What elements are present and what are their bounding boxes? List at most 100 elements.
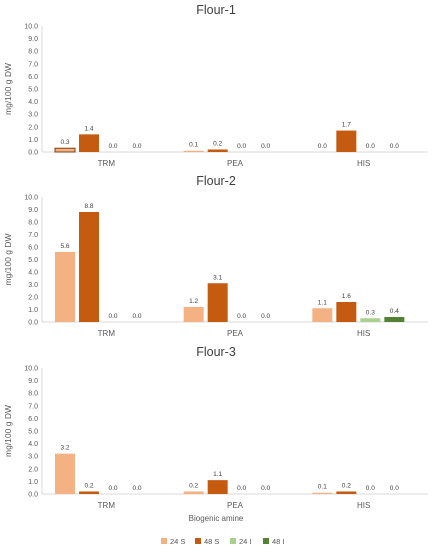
x-tick-label: PEA <box>227 159 244 168</box>
data-label: 0.0 <box>237 313 246 320</box>
chart-title: Flour-1 <box>196 3 236 17</box>
data-label: 0.0 <box>237 485 246 492</box>
data-label: 1.2 <box>189 298 198 305</box>
bar <box>55 252 75 322</box>
legend-swatch <box>263 538 269 544</box>
y-tick-label: 8.0 <box>28 49 38 56</box>
x-tick-label: PEA <box>227 501 244 510</box>
bar <box>183 150 204 152</box>
y-tick-label: 7.0 <box>28 232 38 239</box>
data-label: 0.0 <box>132 485 141 492</box>
data-label: 0.3 <box>366 309 375 316</box>
data-label: 1.4 <box>84 125 93 132</box>
bar <box>183 491 204 494</box>
y-tick-label: 4.0 <box>28 441 38 448</box>
y-tick-label: 1.0 <box>28 307 38 314</box>
legend-swatch <box>195 538 201 544</box>
data-label: 0.0 <box>132 313 141 320</box>
data-label: 0.0 <box>366 143 375 150</box>
data-label: 0.0 <box>261 313 270 320</box>
y-tick-label: 8.0 <box>28 391 38 398</box>
data-label: 0.0 <box>132 143 141 150</box>
x-tick-label: HIS <box>357 159 370 168</box>
data-label: 0.0 <box>108 313 117 320</box>
y-tick-label: 9.0 <box>28 207 38 214</box>
data-label: 0.0 <box>261 143 270 150</box>
y-tick-label: 3.0 <box>28 112 38 119</box>
bar <box>54 147 76 153</box>
x-tick-label: HIS <box>357 501 370 510</box>
y-tick-label: 5.0 <box>28 257 38 264</box>
y-tick-label: 10.0 <box>24 24 38 31</box>
data-label: 0.0 <box>390 485 399 492</box>
data-label: 0.1 <box>189 142 198 149</box>
y-tick-label: 2.0 <box>28 466 38 473</box>
data-label: 3.2 <box>60 445 69 452</box>
bar <box>336 130 357 152</box>
data-label: 1.6 <box>342 293 351 300</box>
bar <box>183 307 204 322</box>
bar <box>336 491 357 494</box>
y-tick-label: 10.0 <box>24 195 38 202</box>
legend-item: 48 S <box>204 537 219 546</box>
chart-title: Flour-3 <box>196 345 236 359</box>
bar <box>384 317 405 322</box>
y-tick-label: 2.0 <box>28 295 38 302</box>
data-label: 0.4 <box>390 308 399 315</box>
y-tick-label: 9.0 <box>28 36 38 43</box>
data-label: 3.1 <box>213 274 222 281</box>
x-tick-label: TRM <box>98 329 116 338</box>
bar <box>312 308 333 322</box>
chart-title: Flour-2 <box>196 174 236 188</box>
legend-swatch <box>161 538 167 544</box>
x-tick-label: TRM <box>98 159 116 168</box>
x-axis-label: Biogenic amine <box>189 514 244 523</box>
x-tick-label: TRM <box>98 501 116 510</box>
y-tick-label: 4.0 <box>28 99 38 106</box>
y-tick-label: 10.0 <box>24 366 38 373</box>
y-tick-label: 8.0 <box>28 220 38 227</box>
data-label: 1.7 <box>342 122 351 129</box>
y-tick-label: 1.0 <box>28 137 38 144</box>
y-tick-label: 0.0 <box>28 320 38 327</box>
bar <box>79 212 99 322</box>
data-label: 0.2 <box>342 482 351 489</box>
bar <box>207 149 228 152</box>
y-tick-label: 7.0 <box>28 61 38 68</box>
y-tick-label: 7.0 <box>28 403 38 410</box>
legend-swatch <box>230 538 236 544</box>
data-label: 0.2 <box>213 140 222 147</box>
bar <box>79 491 99 494</box>
x-tick-label: PEA <box>227 329 244 338</box>
y-tick-label: 6.0 <box>28 416 38 423</box>
data-label: 0.0 <box>108 143 117 150</box>
y-tick-label: 0.0 <box>28 150 38 157</box>
bar <box>207 283 228 322</box>
bar <box>207 480 228 494</box>
legend-item: 24 I <box>239 537 252 546</box>
data-label: 0.2 <box>189 482 198 489</box>
data-label: 0.0 <box>237 143 246 150</box>
y-tick-label: 3.0 <box>28 454 38 461</box>
y-tick-label: 3.0 <box>28 282 38 289</box>
data-label: 0.0 <box>390 143 399 150</box>
y-tick-label: 0.0 <box>28 492 38 499</box>
data-label: 0.1 <box>318 484 327 491</box>
y-tick-label: 6.0 <box>28 245 38 252</box>
bar <box>79 134 99 152</box>
data-label: 0.0 <box>261 485 270 492</box>
y-axis-label: mg/100 g DW <box>3 63 13 115</box>
data-label: 0.3 <box>60 139 69 146</box>
data-label: 0.0 <box>318 143 327 150</box>
data-label: 5.6 <box>60 243 69 250</box>
bar <box>360 318 381 322</box>
y-axis-label: mg/100 g DW <box>3 405 13 457</box>
y-tick-label: 4.0 <box>28 270 38 277</box>
y-tick-label: 2.0 <box>28 124 38 131</box>
data-label: 1.1 <box>213 471 222 478</box>
y-tick-label: 6.0 <box>28 74 38 81</box>
y-tick-label: 5.0 <box>28 87 38 94</box>
bar <box>336 302 357 322</box>
y-tick-label: 1.0 <box>28 479 38 486</box>
